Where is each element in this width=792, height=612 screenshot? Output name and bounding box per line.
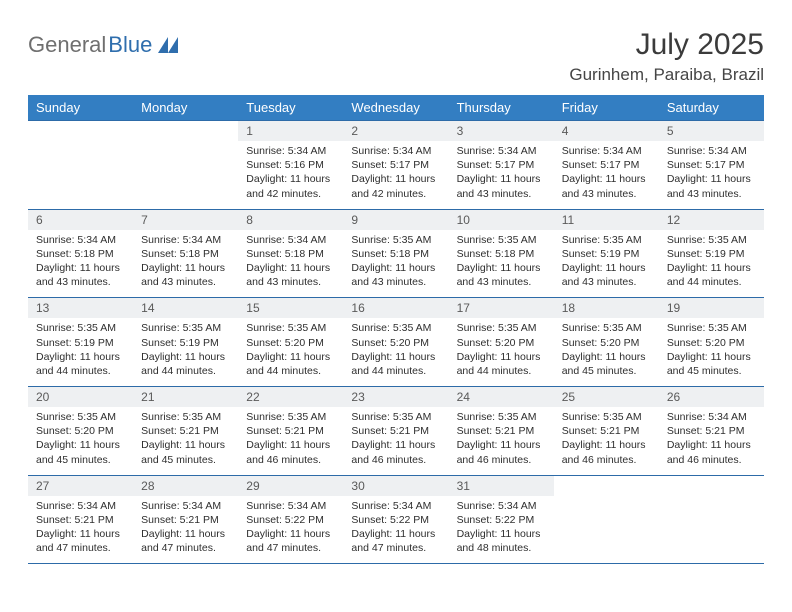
day-number-cell: 4 xyxy=(554,121,659,142)
day-number-row: 12345 xyxy=(28,121,764,142)
day-detail-row: Sunrise: 5:34 AMSunset: 5:21 PMDaylight:… xyxy=(28,496,764,564)
day-number-cell xyxy=(133,121,238,142)
day-detail-cell: Sunrise: 5:34 AMSunset: 5:16 PMDaylight:… xyxy=(238,141,343,209)
day-detail-row: Sunrise: 5:34 AMSunset: 5:18 PMDaylight:… xyxy=(28,230,764,298)
day-number-cell: 27 xyxy=(28,475,133,496)
day-detail-cell: Sunrise: 5:35 AMSunset: 5:19 PMDaylight:… xyxy=(554,230,659,298)
day-detail-cell xyxy=(133,141,238,209)
weekday-header: Tuesday xyxy=(238,95,343,121)
day-number-cell: 29 xyxy=(238,475,343,496)
day-detail-cell: Sunrise: 5:35 AMSunset: 5:19 PMDaylight:… xyxy=(28,318,133,386)
day-detail-cell: Sunrise: 5:34 AMSunset: 5:21 PMDaylight:… xyxy=(28,496,133,564)
day-number-cell: 14 xyxy=(133,298,238,319)
day-detail-row: Sunrise: 5:35 AMSunset: 5:20 PMDaylight:… xyxy=(28,407,764,475)
day-detail-cell: Sunrise: 5:34 AMSunset: 5:21 PMDaylight:… xyxy=(659,407,764,475)
day-detail-cell: Sunrise: 5:35 AMSunset: 5:20 PMDaylight:… xyxy=(449,318,554,386)
day-number-cell: 30 xyxy=(343,475,448,496)
day-number-row: 13141516171819 xyxy=(28,298,764,319)
day-detail-cell: Sunrise: 5:35 AMSunset: 5:20 PMDaylight:… xyxy=(28,407,133,475)
day-number-cell: 20 xyxy=(28,387,133,408)
day-detail-cell: Sunrise: 5:34 AMSunset: 5:22 PMDaylight:… xyxy=(238,496,343,564)
weekday-header-row: SundayMondayTuesdayWednesdayThursdayFrid… xyxy=(28,95,764,121)
day-detail-cell: Sunrise: 5:35 AMSunset: 5:21 PMDaylight:… xyxy=(238,407,343,475)
brand-text-blue: Blue xyxy=(108,32,152,58)
day-number-cell: 16 xyxy=(343,298,448,319)
day-number-cell: 21 xyxy=(133,387,238,408)
day-detail-cell: Sunrise: 5:35 AMSunset: 5:20 PMDaylight:… xyxy=(238,318,343,386)
day-number-cell: 3 xyxy=(449,121,554,142)
day-detail-cell: Sunrise: 5:35 AMSunset: 5:20 PMDaylight:… xyxy=(554,318,659,386)
day-number-cell: 19 xyxy=(659,298,764,319)
day-number-row: 20212223242526 xyxy=(28,387,764,408)
day-number-cell: 25 xyxy=(554,387,659,408)
day-number-cell: 15 xyxy=(238,298,343,319)
day-detail-cell: Sunrise: 5:34 AMSunset: 5:18 PMDaylight:… xyxy=(133,230,238,298)
day-detail-cell: Sunrise: 5:35 AMSunset: 5:18 PMDaylight:… xyxy=(449,230,554,298)
calendar-table: SundayMondayTuesdayWednesdayThursdayFrid… xyxy=(28,95,764,564)
day-number-cell: 2 xyxy=(343,121,448,142)
weekday-header: Sunday xyxy=(28,95,133,121)
day-number-cell xyxy=(659,475,764,496)
day-detail-cell: Sunrise: 5:34 AMSunset: 5:17 PMDaylight:… xyxy=(449,141,554,209)
day-detail-cell: Sunrise: 5:34 AMSunset: 5:22 PMDaylight:… xyxy=(449,496,554,564)
day-detail-cell: Sunrise: 5:35 AMSunset: 5:19 PMDaylight:… xyxy=(659,230,764,298)
day-detail-cell: Sunrise: 5:35 AMSunset: 5:20 PMDaylight:… xyxy=(343,318,448,386)
page-title: July 2025 xyxy=(569,28,764,61)
day-number-cell: 5 xyxy=(659,121,764,142)
day-detail-cell: Sunrise: 5:34 AMSunset: 5:22 PMDaylight:… xyxy=(343,496,448,564)
day-number-row: 2728293031 xyxy=(28,475,764,496)
day-detail-cell: Sunrise: 5:34 AMSunset: 5:21 PMDaylight:… xyxy=(133,496,238,564)
day-number-cell: 12 xyxy=(659,209,764,230)
day-detail-cell: Sunrise: 5:34 AMSunset: 5:17 PMDaylight:… xyxy=(554,141,659,209)
day-number-cell: 6 xyxy=(28,209,133,230)
day-detail-cell: Sunrise: 5:35 AMSunset: 5:19 PMDaylight:… xyxy=(133,318,238,386)
day-number-cell: 26 xyxy=(659,387,764,408)
title-block: July 2025 Gurinhem, Paraiba, Brazil xyxy=(569,28,764,85)
day-detail-cell xyxy=(659,496,764,564)
day-number-cell: 13 xyxy=(28,298,133,319)
day-detail-cell xyxy=(554,496,659,564)
day-number-cell: 23 xyxy=(343,387,448,408)
day-detail-cell: Sunrise: 5:35 AMSunset: 5:20 PMDaylight:… xyxy=(659,318,764,386)
brand-text-general: General xyxy=(28,32,106,58)
weekday-header: Thursday xyxy=(449,95,554,121)
day-detail-cell: Sunrise: 5:35 AMSunset: 5:21 PMDaylight:… xyxy=(133,407,238,475)
day-number-cell xyxy=(28,121,133,142)
brand-logo: General Blue xyxy=(28,28,178,58)
day-detail-cell: Sunrise: 5:35 AMSunset: 5:21 PMDaylight:… xyxy=(449,407,554,475)
day-detail-row: Sunrise: 5:34 AMSunset: 5:16 PMDaylight:… xyxy=(28,141,764,209)
day-number-cell: 31 xyxy=(449,475,554,496)
weekday-header: Friday xyxy=(554,95,659,121)
day-number-cell: 28 xyxy=(133,475,238,496)
day-detail-cell: Sunrise: 5:35 AMSunset: 5:18 PMDaylight:… xyxy=(343,230,448,298)
weekday-header: Monday xyxy=(133,95,238,121)
day-number-cell: 17 xyxy=(449,298,554,319)
day-detail-cell: Sunrise: 5:34 AMSunset: 5:18 PMDaylight:… xyxy=(238,230,343,298)
day-detail-cell: Sunrise: 5:34 AMSunset: 5:17 PMDaylight:… xyxy=(659,141,764,209)
day-number-cell: 22 xyxy=(238,387,343,408)
brand-mark-icon xyxy=(158,37,178,53)
day-number-cell xyxy=(554,475,659,496)
day-number-cell: 10 xyxy=(449,209,554,230)
day-number-cell: 7 xyxy=(133,209,238,230)
day-number-row: 6789101112 xyxy=(28,209,764,230)
day-number-cell: 11 xyxy=(554,209,659,230)
day-detail-cell xyxy=(28,141,133,209)
day-detail-cell: Sunrise: 5:35 AMSunset: 5:21 PMDaylight:… xyxy=(343,407,448,475)
weekday-header: Wednesday xyxy=(343,95,448,121)
day-number-cell: 9 xyxy=(343,209,448,230)
location-text: Gurinhem, Paraiba, Brazil xyxy=(569,65,764,85)
day-detail-cell: Sunrise: 5:35 AMSunset: 5:21 PMDaylight:… xyxy=(554,407,659,475)
day-detail-cell: Sunrise: 5:34 AMSunset: 5:17 PMDaylight:… xyxy=(343,141,448,209)
day-detail-cell: Sunrise: 5:34 AMSunset: 5:18 PMDaylight:… xyxy=(28,230,133,298)
day-number-cell: 1 xyxy=(238,121,343,142)
day-number-cell: 18 xyxy=(554,298,659,319)
header: General Blue July 2025 Gurinhem, Paraiba… xyxy=(28,28,764,85)
day-number-cell: 8 xyxy=(238,209,343,230)
weekday-header: Saturday xyxy=(659,95,764,121)
day-number-cell: 24 xyxy=(449,387,554,408)
day-detail-row: Sunrise: 5:35 AMSunset: 5:19 PMDaylight:… xyxy=(28,318,764,386)
